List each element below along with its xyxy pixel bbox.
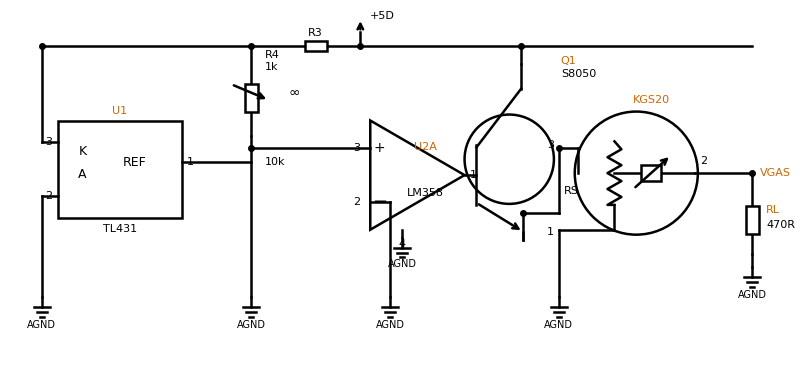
Text: +5D: +5D bbox=[370, 11, 395, 21]
Text: 470R: 470R bbox=[766, 220, 794, 230]
Text: 4: 4 bbox=[398, 239, 405, 249]
Text: U2A: U2A bbox=[414, 142, 436, 152]
Text: REF: REF bbox=[123, 156, 147, 169]
Text: A: A bbox=[78, 167, 87, 181]
Bar bbox=[304, 41, 326, 51]
Text: AGND: AGND bbox=[737, 290, 766, 300]
Text: 1: 1 bbox=[547, 227, 553, 237]
Bar bbox=[244, 84, 257, 112]
Text: 3: 3 bbox=[547, 140, 553, 150]
Text: TL431: TL431 bbox=[102, 224, 136, 234]
Text: 3: 3 bbox=[353, 143, 360, 153]
Text: 1: 1 bbox=[187, 157, 193, 167]
Text: RS: RS bbox=[563, 186, 578, 196]
Text: VGAS: VGAS bbox=[759, 168, 791, 178]
Text: Q1: Q1 bbox=[560, 56, 576, 66]
Text: R4: R4 bbox=[264, 50, 280, 60]
Text: KGS20: KGS20 bbox=[632, 94, 669, 105]
Text: 2: 2 bbox=[699, 156, 706, 166]
Text: 3: 3 bbox=[45, 137, 53, 147]
Text: AGND: AGND bbox=[387, 259, 416, 270]
Text: 1: 1 bbox=[469, 170, 476, 180]
Text: −: − bbox=[371, 193, 386, 211]
Text: AGND: AGND bbox=[375, 320, 404, 330]
Text: AGND: AGND bbox=[27, 320, 56, 330]
Bar bbox=[58, 121, 182, 218]
Text: +: + bbox=[373, 141, 384, 155]
Text: K: K bbox=[78, 145, 86, 158]
Text: 2: 2 bbox=[45, 191, 53, 201]
Text: S8050: S8050 bbox=[560, 69, 595, 79]
Bar bbox=[641, 165, 660, 181]
Text: 1k: 1k bbox=[264, 62, 278, 72]
Text: LM358: LM358 bbox=[406, 188, 444, 198]
Text: 2: 2 bbox=[353, 197, 360, 207]
Text: U1: U1 bbox=[112, 105, 127, 116]
Text: AGND: AGND bbox=[236, 320, 265, 330]
Text: ∞: ∞ bbox=[289, 86, 300, 100]
Bar bbox=[745, 206, 758, 234]
Text: AGND: AGND bbox=[543, 320, 573, 330]
Text: RL: RL bbox=[766, 205, 779, 215]
Text: R3: R3 bbox=[308, 28, 323, 38]
Text: 10k: 10k bbox=[264, 157, 285, 167]
